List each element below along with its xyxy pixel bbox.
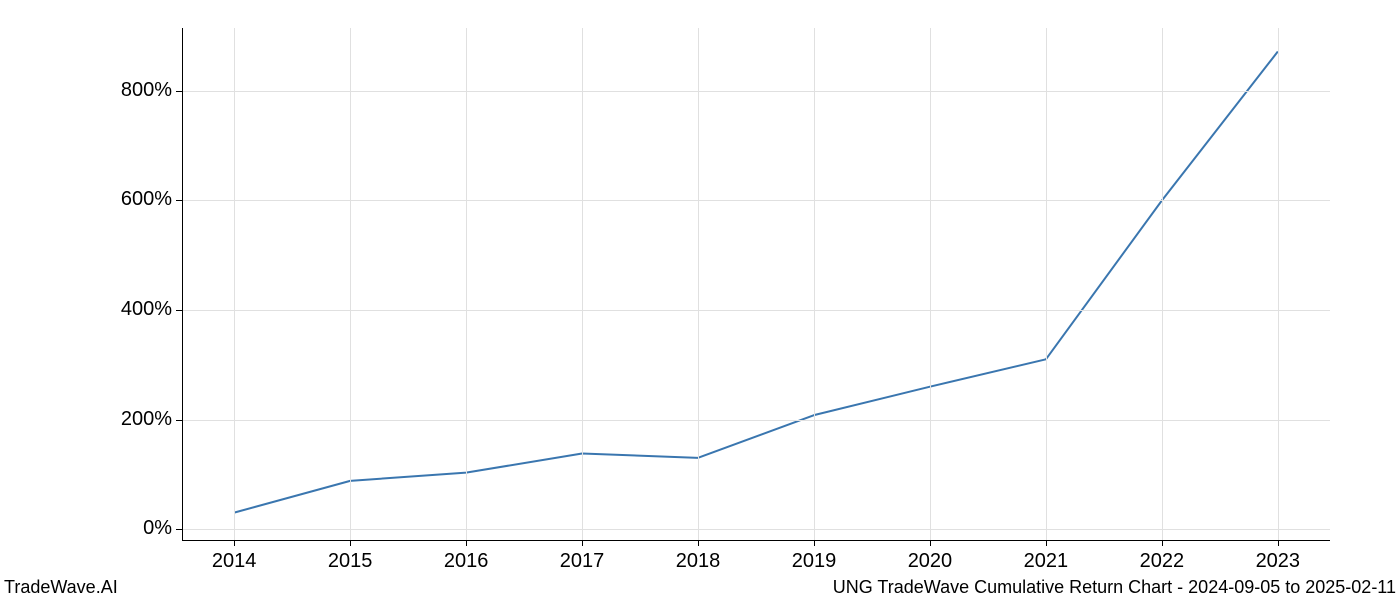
y-axis-spine bbox=[182, 28, 183, 540]
y-tick-label: 200% bbox=[102, 408, 172, 431]
grid-line-vertical bbox=[350, 28, 351, 540]
grid-line-vertical bbox=[234, 28, 235, 540]
y-tick-label: 600% bbox=[102, 188, 172, 211]
grid-line-vertical bbox=[814, 28, 815, 540]
x-tick-label: 2019 bbox=[774, 550, 854, 573]
y-tick-label: 400% bbox=[102, 298, 172, 321]
footer-right-label: UNG TradeWave Cumulative Return Chart - … bbox=[833, 577, 1396, 598]
grid-line-vertical bbox=[1278, 28, 1279, 540]
grid-line-vertical bbox=[698, 28, 699, 540]
series-line bbox=[234, 52, 1278, 513]
grid-line-vertical bbox=[930, 28, 931, 540]
x-axis-spine bbox=[182, 540, 1330, 541]
grid-line-horizontal bbox=[182, 529, 1330, 530]
x-tick-label: 2018 bbox=[658, 550, 738, 573]
y-tick-label: 800% bbox=[102, 79, 172, 102]
grid-line-horizontal bbox=[182, 420, 1330, 421]
x-tick-label: 2023 bbox=[1238, 550, 1318, 573]
grid-line-vertical bbox=[466, 28, 467, 540]
x-tick-label: 2015 bbox=[310, 550, 390, 573]
grid-line-vertical bbox=[582, 28, 583, 540]
y-tick-label: 0% bbox=[102, 517, 172, 540]
chart-container: 2014 2015 2016 2017 2018 2019 2020 2021 2022 2023… bbox=[0, 0, 1400, 600]
line-series bbox=[182, 28, 1330, 540]
grid-line-horizontal bbox=[182, 310, 1330, 311]
grid-line-horizontal bbox=[182, 91, 1330, 92]
plot-area bbox=[182, 28, 1330, 540]
x-tick-label: 2017 bbox=[542, 550, 622, 573]
footer-left-label: TradeWave.AI bbox=[4, 577, 118, 598]
grid-line-horizontal bbox=[182, 200, 1330, 201]
grid-line-vertical bbox=[1162, 28, 1163, 540]
x-tick-label: 2014 bbox=[194, 550, 274, 573]
x-tick-label: 2020 bbox=[890, 550, 970, 573]
x-tick-label: 2016 bbox=[426, 550, 506, 573]
x-tick-label: 2021 bbox=[1006, 550, 1086, 573]
grid-line-vertical bbox=[1046, 28, 1047, 540]
x-tick-label: 2022 bbox=[1122, 550, 1202, 573]
